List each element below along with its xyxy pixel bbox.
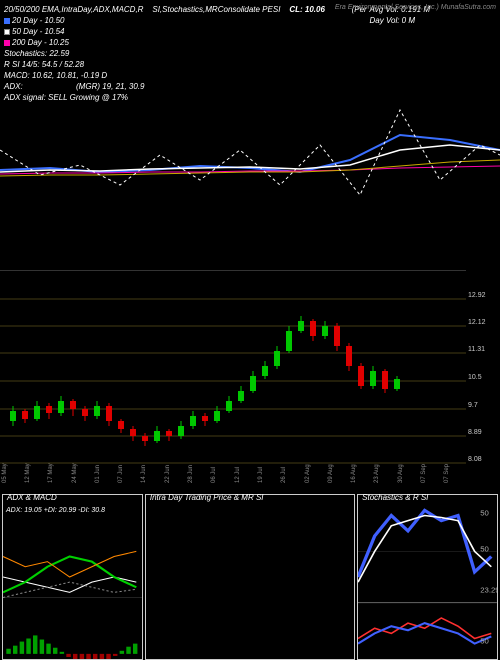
- candle-x-axis: 05 May12 May17 May24 May01 Jun07 Jun14 J…: [0, 470, 466, 490]
- adx-values: ADX: 19.05 +DI: 20.99 -DI: 30.8: [6, 507, 105, 514]
- svg-text:50: 50: [480, 637, 489, 646]
- candle-y-axis: 12.9212.1211.3110.59.78.898.08: [466, 270, 500, 470]
- svg-text:50: 50: [480, 545, 489, 554]
- panel-stochastics: Stochastics & R SI 505023.2950: [357, 494, 498, 660]
- candle-chart: [0, 270, 466, 470]
- panel-intraday: Intra Day Trading Price & MR SI: [145, 494, 355, 660]
- panel-adx-macd: ADX & MACD ADX: 19.05 +DI: 20.99 -DI: 30…: [2, 494, 143, 660]
- svg-text:50: 50: [480, 509, 489, 518]
- main-ema-chart: [0, 0, 500, 270]
- svg-text:23.29: 23.29: [480, 586, 497, 595]
